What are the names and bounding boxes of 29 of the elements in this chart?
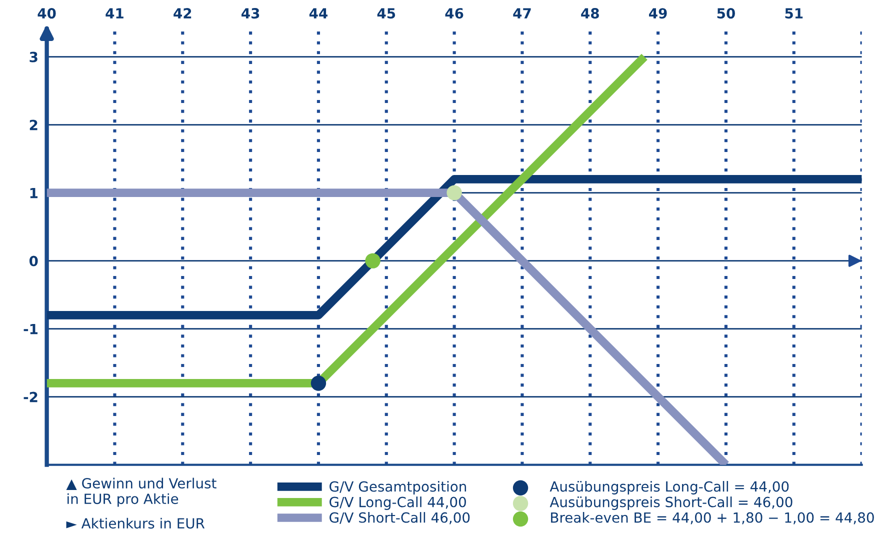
x-tick-label: 42	[174, 8, 192, 18]
x-tick-label: 40	[38, 8, 56, 19]
x-tick-label: 43	[242, 8, 260, 19]
point	[310, 376, 326, 391]
x-tick-label: 49	[649, 8, 667, 19]
legend-label: G/V Gesamtposition	[330, 481, 466, 494]
x-tick-label: 45	[377, 8, 396, 19]
x-tick-label: 50	[717, 8, 735, 19]
x-tick-label: 48	[581, 8, 599, 19]
text: ► Aktienkurs in EUR	[66, 518, 205, 529]
point	[365, 253, 380, 268]
x-tick-label: 47	[513, 8, 531, 18]
y-tick-label: 0	[29, 256, 38, 266]
y-tick-label: 2	[30, 120, 38, 130]
x-tick-label: 46	[445, 8, 464, 19]
text: ▲ Gewinn und Verlust in EUR pro Aktie	[66, 478, 216, 507]
y-tick-label: -2	[24, 392, 38, 402]
legend-label: G/V Short-Call 46,00	[330, 512, 470, 524]
x-tick-label: 44	[309, 8, 328, 18]
legend-label: Ausübungspreis Long-Call = 44,00	[550, 481, 789, 494]
x-tick-label: 51	[785, 8, 803, 19]
x-tick-label: 41	[106, 8, 124, 18]
legend-label: Break-even BE = 44,00 + 1,80 − 1,00 = 44,80	[551, 512, 874, 524]
point	[446, 185, 462, 200]
y-tick-label: -1	[24, 324, 38, 334]
legend-label: Ausübungspreis Short-Call = 46,00	[550, 496, 792, 510]
legend-label: G/V Long-Call 44,00	[330, 496, 466, 510]
y-tick-label: 1	[30, 188, 38, 198]
y-tick-label: 3	[30, 52, 38, 62]
